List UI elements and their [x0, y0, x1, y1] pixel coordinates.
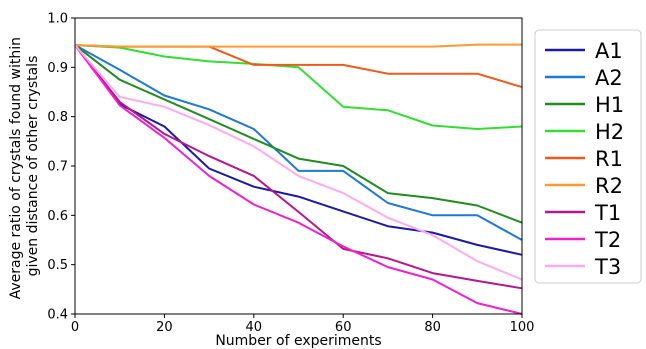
y-axis-title: Average ratio of crystals found within g… [8, 33, 41, 300]
series-line-a1 [74, 44, 523, 256]
y-axis-title-line-1: Average ratio of crystals found within [8, 37, 24, 299]
y-tick-label: 0.5 [47, 258, 68, 273]
series-line-r2 [74, 43, 522, 48]
legend-label-h1: H1 [595, 93, 624, 117]
legend-label-r2: R2 [595, 174, 623, 198]
y-tick-label: 0.6 [47, 209, 68, 224]
legend-label-t3: T3 [594, 255, 621, 279]
legend-label-h2: H2 [595, 120, 624, 144]
legend-box [534, 29, 642, 284]
legend-label-a1: A1 [595, 39, 623, 63]
y-tick-label: 0.4 [47, 308, 68, 323]
legend-label-r1: R1 [595, 147, 623, 171]
x-tick-label: 40 [246, 320, 263, 335]
series-line-t2 [74, 44, 523, 315]
y-tick-label: 0.8 [47, 110, 68, 125]
y-axis-title-line-2: given distance of other crystals [25, 56, 41, 277]
series-line-h2 [74, 44, 523, 130]
legend: A1 A2 H1 H2 R1 R2 T1 T2 T3 [534, 29, 642, 284]
legend-label-t1: T1 [594, 201, 621, 225]
x-axis-title: Number of experiments [215, 333, 381, 349]
x-tick-label: 0 [71, 320, 79, 335]
legend-label-t2: T2 [594, 228, 621, 252]
legend-label-a2: A2 [595, 66, 623, 90]
series-line-a2 [74, 44, 523, 241]
x-tick-label: 80 [424, 320, 441, 335]
series-line-h1 [74, 44, 523, 224]
x-tick-label: 60 [335, 320, 352, 335]
plot-series-group [74, 43, 523, 315]
y-axis: 0.4 0.5 0.6 0.7 0.8 0.9 1.0 [47, 12, 75, 323]
series-line-t1 [74, 44, 523, 290]
y-tick-label: 0.7 [47, 160, 68, 175]
y-tick-label: 0.9 [47, 61, 68, 76]
series-line-t3 [74, 44, 523, 281]
x-axis: 0 20 40 60 80 100 [71, 314, 535, 335]
y-tick-label: 1.0 [47, 12, 68, 27]
x-tick-label: 100 [510, 320, 535, 335]
plot-frame [74, 17, 523, 315]
x-tick-label: 20 [156, 320, 173, 335]
